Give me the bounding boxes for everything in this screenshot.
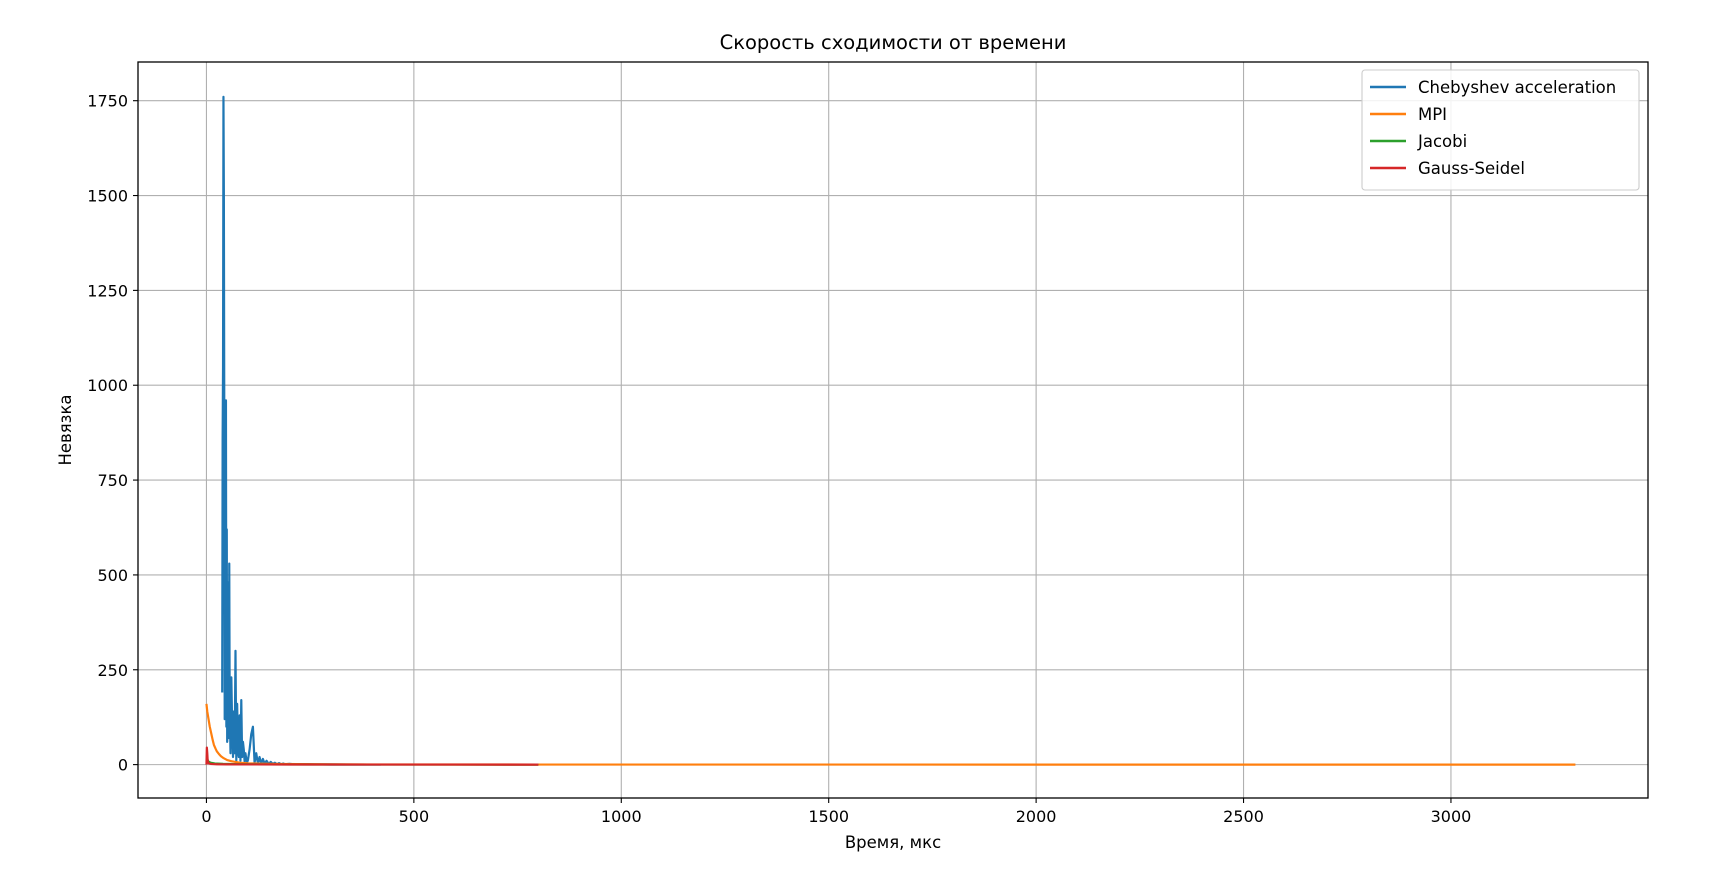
x-tick-label: 1500: [808, 807, 849, 826]
series-group: [205, 95, 1576, 766]
legend: Chebyshev acceleration MPI Jacobi Gauss-Sei…: [1361, 69, 1640, 191]
x-tick-label: 1000: [601, 807, 642, 826]
series-line-mpi: [205, 703, 1576, 766]
x-tick-label: 2500: [1223, 807, 1264, 826]
y-tick-label: 1250: [87, 281, 128, 300]
legend-box: [1361, 69, 1640, 191]
x-tick-label: 2000: [1016, 807, 1057, 826]
plot-frame: [137, 61, 1649, 799]
x-tick-label: 3000: [1431, 807, 1472, 826]
legend-label: Chebyshev acceleration: [1418, 78, 1616, 97]
y-tick-label: 750: [97, 471, 128, 490]
legend-label: Gauss-Seidel: [1418, 159, 1525, 178]
axis-ticks: 0 500 1000 1500 2000 2500 3000 0 250 500 750 1000 12…: [87, 92, 1471, 826]
x-axis-label: Время, мкс: [845, 833, 941, 852]
y-tick-label: 1750: [87, 92, 128, 111]
y-axis-label: Невязка: [56, 394, 75, 465]
y-tick-label: 1000: [87, 376, 128, 395]
y-tick-label: 1500: [87, 187, 128, 206]
legend-label: Jacobi: [1417, 132, 1467, 151]
series-line-gauss-seidel: [205, 746, 539, 766]
y-tick-label: 0: [118, 756, 128, 775]
legend-label: MPI: [1418, 105, 1447, 124]
x-tick-label: 0: [201, 807, 211, 826]
y-tick-label: 500: [97, 566, 128, 585]
y-tick-label: 250: [97, 661, 128, 680]
chart-title: Скорость сходимости от времени: [720, 31, 1067, 54]
x-tick-label: 500: [399, 807, 430, 826]
